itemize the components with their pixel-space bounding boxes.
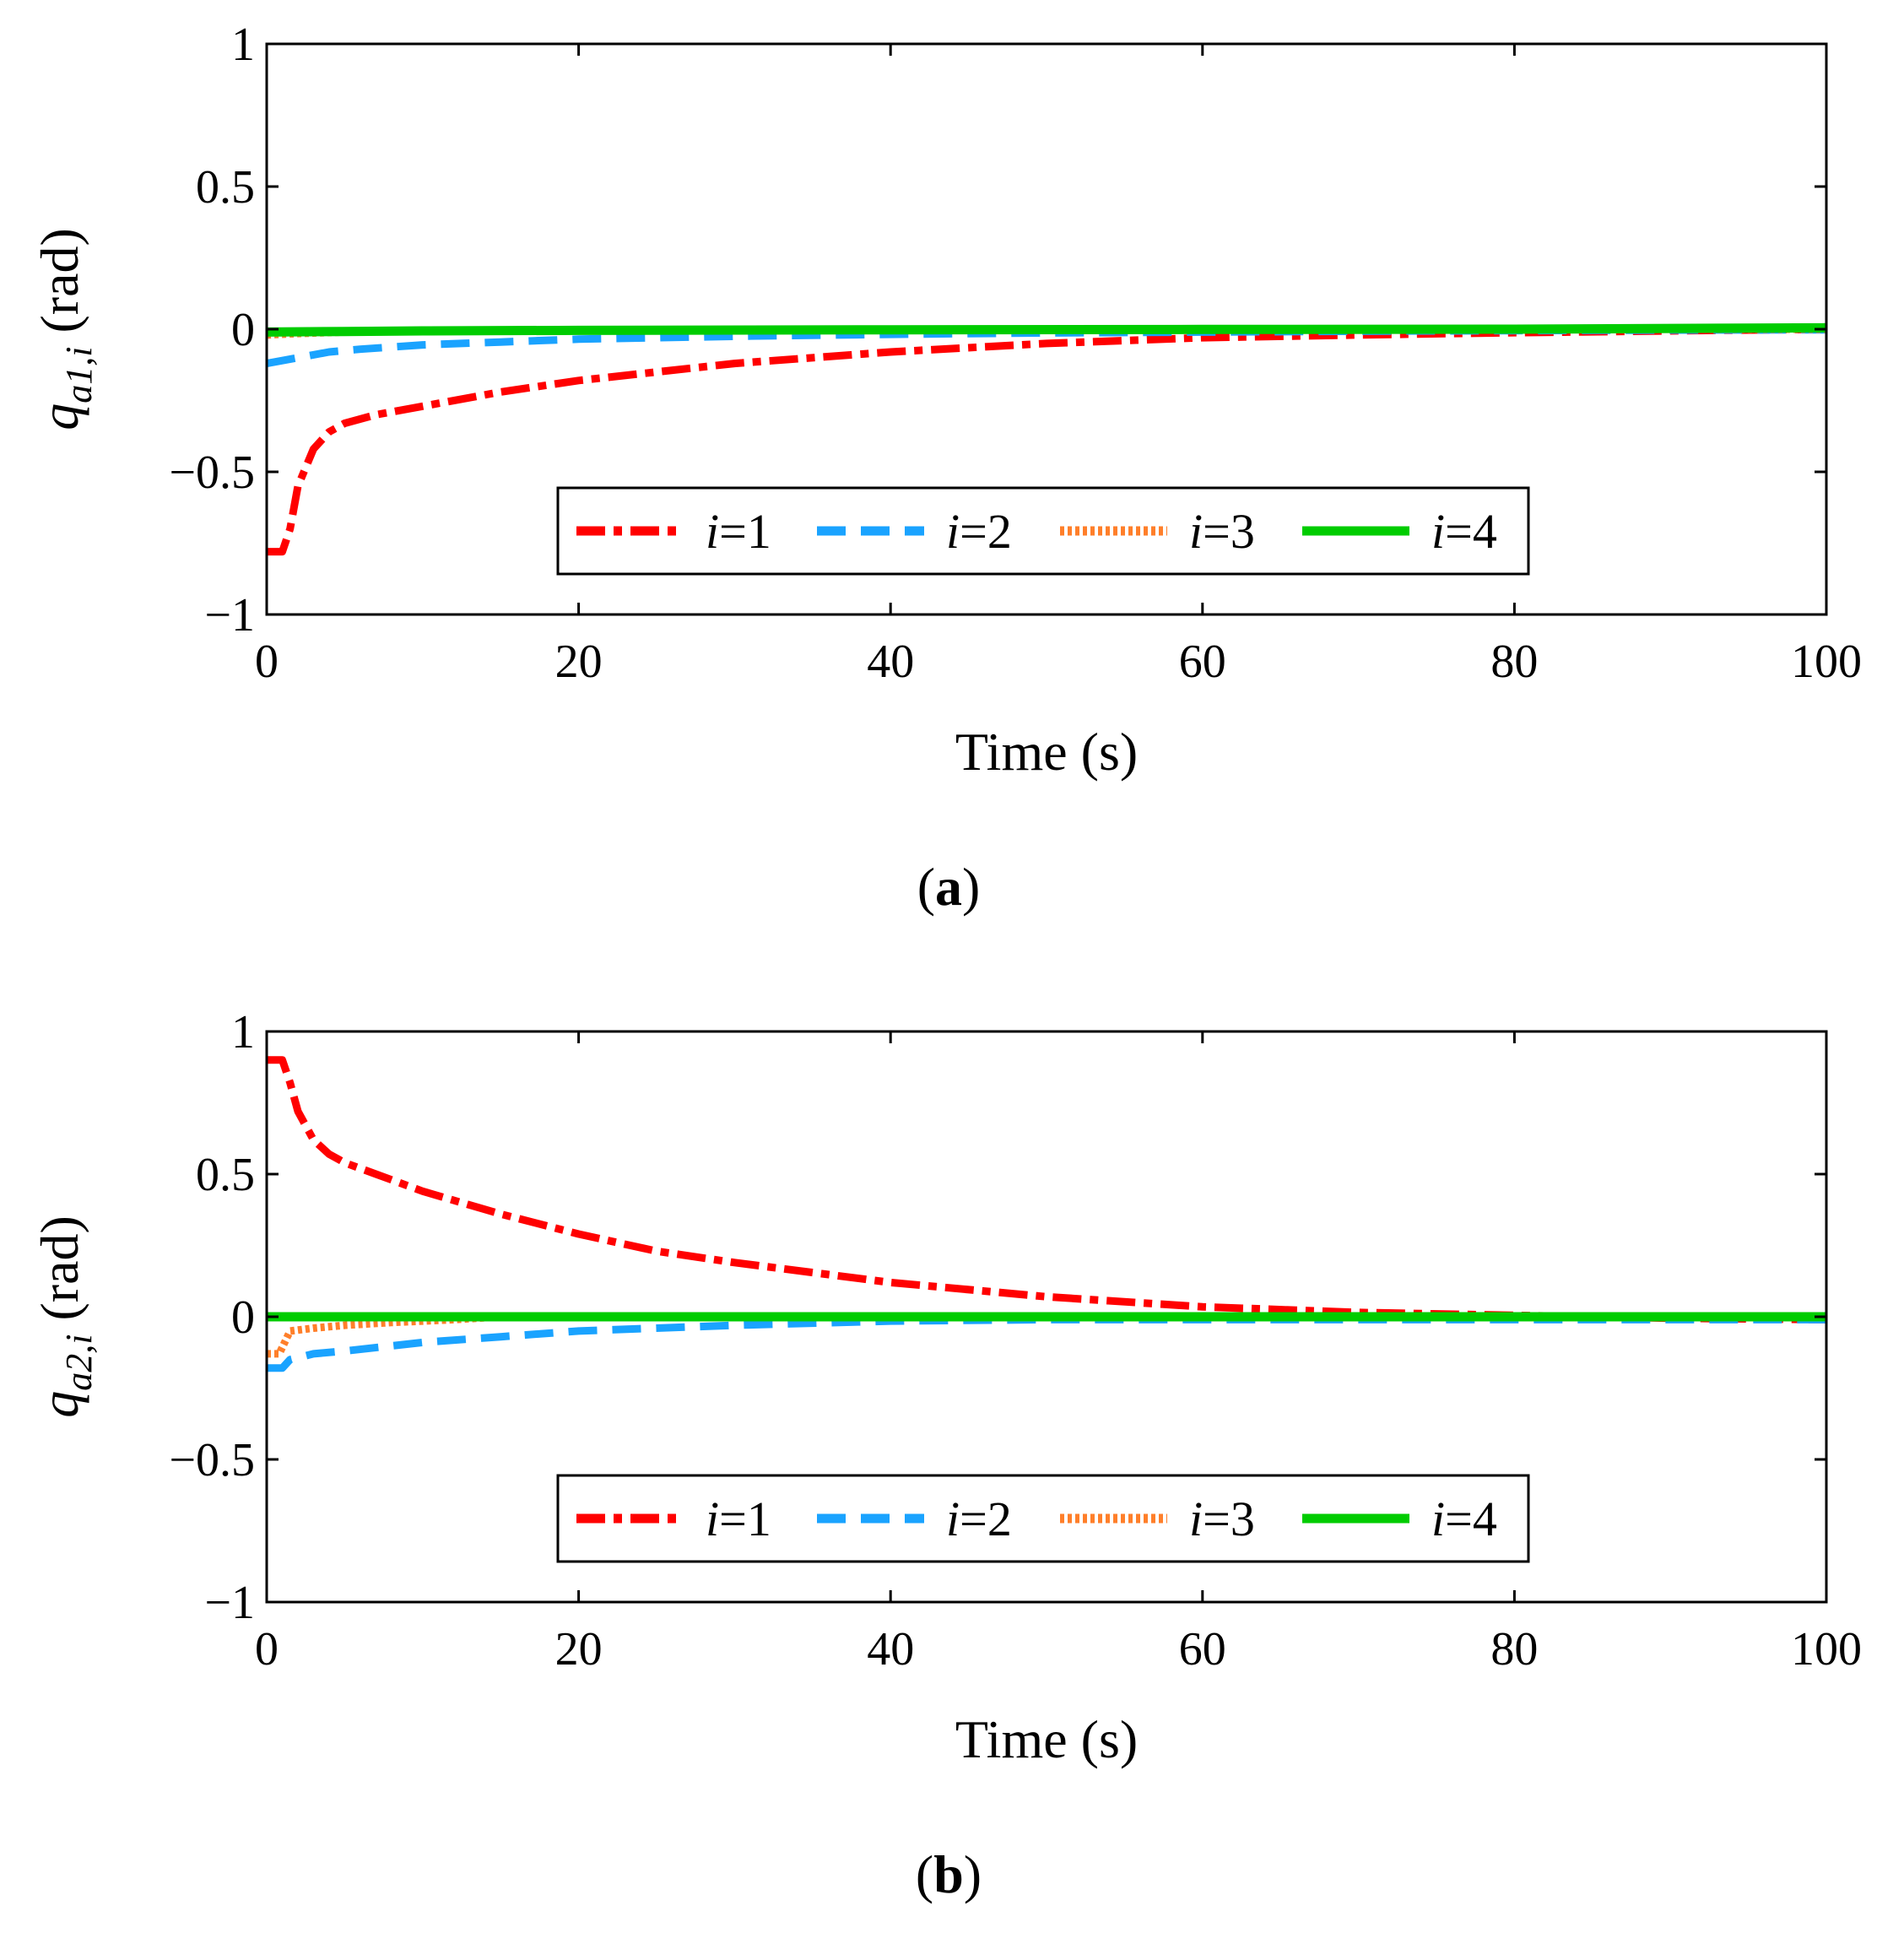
panel-b-ytick-label: 0.5: [196, 1149, 255, 1201]
panel-b-series: [267, 1056, 1827, 1372]
legend-entry-i1: i=1: [576, 504, 771, 559]
panel-a-ytick-label: −1: [204, 589, 255, 641]
legend-entry-i3: i=3: [1060, 504, 1255, 559]
legend-label-i3: i=3: [1189, 504, 1255, 559]
panel-b-xtick-label: 20: [555, 1623, 603, 1675]
legend-entry-i2: i=2: [817, 1491, 1012, 1546]
panel-b-ytick-label: −0.5: [169, 1434, 255, 1486]
panel-a-series-line-i4: [266, 322, 1827, 337]
panel-b-ytick-label: 1: [231, 1006, 255, 1058]
panel-a-xtick-label: 80: [1490, 636, 1538, 688]
panel-b-label: (b): [916, 1844, 982, 1904]
legend-label-i4: i=4: [1431, 504, 1497, 559]
panel-b-ytick-label: 0: [231, 1291, 255, 1344]
panel-a-xtick-label: 20: [555, 636, 603, 688]
panel-b-xtick-label: 60: [1179, 1623, 1226, 1675]
panel-a-ticks: [265, 42, 1828, 616]
panel-a-label: (a): [917, 857, 981, 917]
panel-b-ticks: [265, 1030, 1828, 1604]
panel-b-xtick-label: 100: [1791, 1623, 1862, 1675]
panel-b-ylabel-subscript: a2,i: [58, 1334, 100, 1391]
legend-label-i1: i=1: [706, 1491, 771, 1546]
panel-b-ytick-label: −1: [204, 1577, 255, 1629]
panel-a-x-axis-label: Time (s): [955, 722, 1138, 782]
panel-a-ytick-label: 0: [231, 304, 255, 356]
panel-a-series-line-i2: [266, 326, 1827, 368]
legend-label-i1: i=1: [706, 504, 771, 559]
panel-a-ylabel-base: q: [30, 403, 89, 430]
panel-a-chart: −1 −0.5 0 0.5 1 0 20 40 60 80 100 Time (…: [30, 19, 1862, 917]
legend-entry-i4: i=4: [1302, 504, 1497, 559]
panel-b-xtick-label: 40: [867, 1623, 914, 1675]
legend-entry-i2: i=2: [817, 504, 1012, 559]
legend-label-i2: i=2: [946, 1491, 1012, 1546]
panel-a-xtick-label: 60: [1179, 636, 1226, 688]
panel-a-xtick-label: 100: [1791, 636, 1862, 688]
panel-a-xtick-label: 40: [867, 636, 914, 688]
panel-a-ytick-label: 1: [231, 19, 255, 71]
panel-a-legend: i=1 i=2 i=3 i=4: [556, 486, 1530, 576]
panel-a-xtick-label: 0: [255, 636, 279, 688]
panel-a-ylabel-subscript: a1,i: [58, 347, 100, 403]
panel-a-y-axis-label: qa1,i (rad): [30, 228, 100, 430]
panel-a-series-line-i1: [267, 325, 1827, 556]
panel-b-series-line-i1: [267, 1056, 1827, 1324]
legend-label-i2: i=2: [946, 504, 1012, 559]
legend-entry-i1: i=1: [576, 1491, 771, 1546]
panel-b-y-axis-label: qa2,i (rad): [30, 1215, 100, 1418]
panel-b-legend: i=1 i=2 i=3 i=4: [556, 1474, 1530, 1563]
panel-b-x-axis-label: Time (s): [955, 1709, 1138, 1769]
panel-b-xtick-label: 0: [255, 1623, 279, 1675]
legend-entry-i3: i=3: [1060, 1491, 1255, 1546]
panel-b-ylabel-unit: (rad): [30, 1215, 89, 1334]
panel-a-ytick-label: −0.5: [169, 447, 255, 499]
legend-label-i4: i=4: [1431, 1491, 1497, 1546]
panel-a-ytick-label: 0.5: [196, 161, 255, 214]
panel-a-ylabel-unit: (rad): [30, 228, 89, 346]
legend-label-i3: i=3: [1189, 1491, 1255, 1546]
panel-b-ylabel-base: q: [30, 1391, 89, 1418]
panel-a-series: [266, 322, 1827, 556]
panel-b-chart: −1 −0.5 0 0.5 1 0 20 40 60 80 100 Time (…: [30, 1006, 1862, 1904]
legend-entry-i4: i=4: [1302, 1491, 1497, 1546]
panel-b-series-line-i2: [267, 1315, 1826, 1372]
panel-b-xtick-label: 80: [1490, 1623, 1538, 1675]
